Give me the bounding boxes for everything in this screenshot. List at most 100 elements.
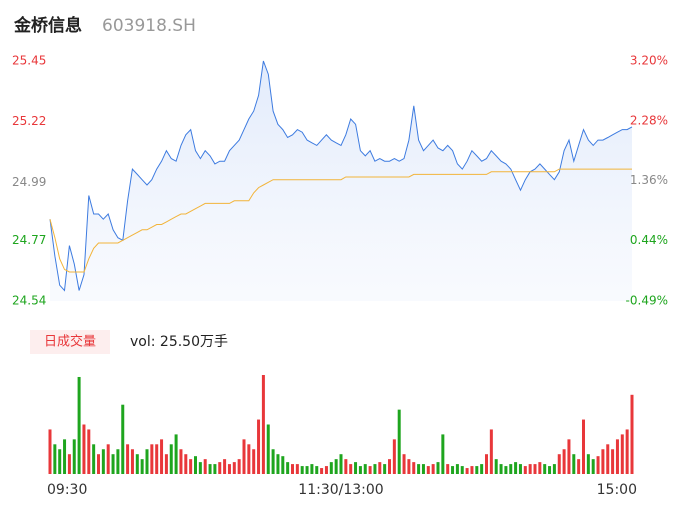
volume-bar (514, 462, 518, 474)
volume-bar (397, 409, 401, 474)
volume-bar (392, 439, 396, 474)
volume-bar (402, 454, 406, 474)
x-tick-label: 11:30/13:00 (298, 482, 383, 498)
volume-bar (135, 454, 139, 474)
volume-bar (315, 466, 319, 474)
volume-bar (106, 444, 110, 474)
volume-bar (329, 462, 333, 474)
y-tick-label: 24.54 (12, 294, 46, 308)
stock-code: 603918.SH (102, 16, 196, 36)
volume-bar (388, 459, 391, 474)
volume-bar (358, 466, 362, 474)
volume-bar (101, 449, 105, 474)
volume-bar (451, 466, 455, 474)
volume-bar (130, 449, 134, 474)
volume-bar (213, 464, 217, 474)
volume-bar (582, 419, 585, 474)
volume-bar (194, 456, 197, 474)
x-tick-label: 15:00 (597, 482, 637, 498)
volume-bar (320, 468, 324, 474)
volume-bar (465, 468, 469, 474)
volume-bar (533, 464, 537, 474)
y2-tick-label: 0.44% (630, 233, 668, 247)
volume-bar (339, 454, 343, 474)
volume-bar (528, 464, 532, 474)
volume-bar (242, 439, 246, 474)
volume-bar (92, 444, 96, 474)
volume-bar (305, 466, 309, 474)
volume-bar (548, 466, 552, 474)
volume-bar (286, 462, 290, 474)
volume-tab[interactable] (30, 330, 110, 354)
volume-bar (247, 444, 251, 474)
price-area (50, 61, 632, 301)
y-tick-label: 24.77 (12, 233, 46, 247)
volume-bar (271, 449, 275, 474)
volume-bar (572, 454, 576, 474)
volume-bar (615, 439, 619, 474)
volume-bar (126, 444, 130, 474)
volume-bar (489, 429, 493, 474)
x-tick-label: 09:30 (47, 482, 87, 498)
volume-bar (373, 464, 377, 474)
volume-bar (349, 464, 353, 474)
average-line (49, 168, 632, 273)
volume-bar (523, 466, 527, 474)
volume-bar (310, 464, 314, 474)
volume-bar (601, 449, 605, 474)
volume-bar (552, 464, 556, 474)
volume-bar (291, 464, 294, 474)
volume-bar (111, 454, 115, 474)
volume-bar (218, 462, 222, 474)
volume-bar (538, 462, 542, 474)
volume-bar (87, 429, 91, 474)
volume-bar (169, 444, 173, 474)
volume-bar (324, 466, 328, 474)
volume-bar (261, 375, 265, 474)
volume-bar (203, 459, 207, 474)
volume-bar (145, 449, 149, 474)
volume-bar (281, 456, 285, 474)
volume-bar (77, 376, 81, 474)
volume-bar (455, 464, 459, 474)
volume-bar (499, 464, 503, 474)
volume-bar (150, 444, 154, 474)
volume-bar (266, 424, 270, 474)
volume-bar (562, 449, 566, 474)
chart-title: 金桥信息 (13, 15, 82, 36)
volume-bar (121, 404, 125, 474)
y2-tick-label: 1.36% (630, 173, 668, 187)
volume-bar (596, 456, 600, 474)
volume-bar (543, 464, 547, 474)
volume-bar (252, 449, 256, 474)
volume-bar (567, 439, 571, 474)
volume-bar (383, 464, 387, 474)
volume-bar (460, 466, 464, 474)
volume-bar (334, 459, 338, 474)
y-tick-label: 24.99 (12, 175, 46, 189)
y-tick-label: 25.22 (12, 114, 46, 128)
volume-tab-label[interactable]: 日成交量 (44, 334, 96, 350)
volume-bar (179, 449, 183, 474)
volume-bar (164, 454, 168, 474)
volume-bar (116, 449, 120, 474)
y2-tick-label: 3.20% (630, 54, 668, 68)
volume-bar (480, 464, 484, 474)
volume-bar (412, 462, 416, 474)
volume-bar (606, 444, 610, 474)
volume-bar (368, 466, 372, 474)
volume-bar (232, 462, 236, 474)
volume-bar (504, 466, 508, 474)
volume-bar (485, 454, 488, 474)
volume-bar (446, 464, 450, 474)
volume-bar (189, 459, 193, 474)
volume-bar (276, 454, 280, 474)
volume-bar (300, 466, 304, 474)
volume-bar (237, 459, 241, 474)
volume-bar (223, 459, 227, 474)
volume-bar (378, 462, 382, 474)
volume-bar (557, 454, 561, 474)
volume-bar (72, 439, 76, 474)
volume-bar (97, 454, 100, 474)
